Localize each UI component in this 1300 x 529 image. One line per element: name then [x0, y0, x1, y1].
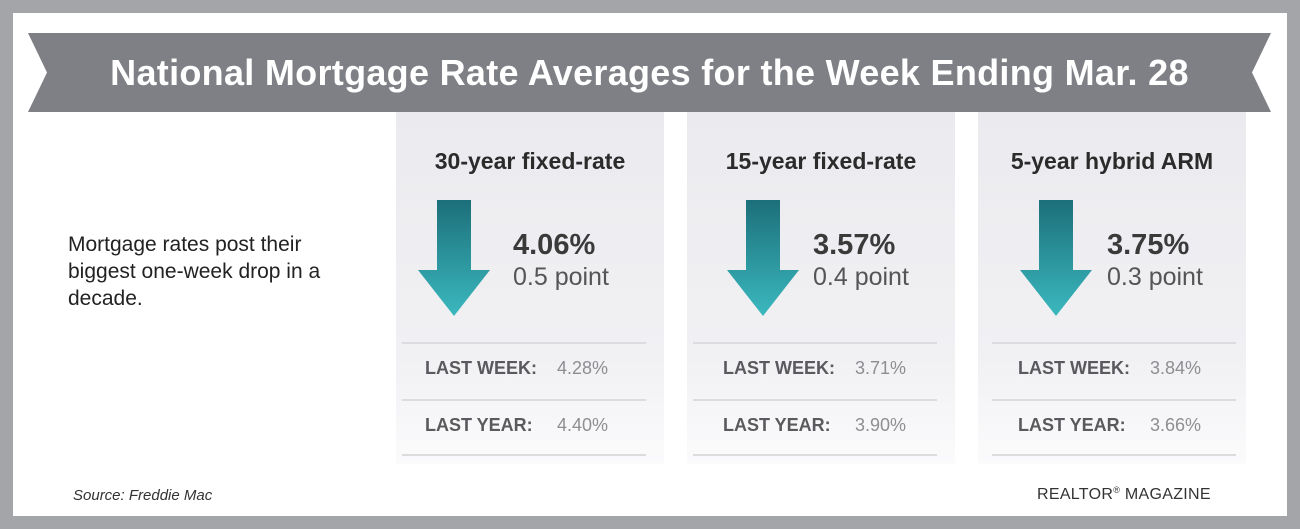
- rate-change: 0.3 point: [1107, 263, 1203, 291]
- brand-name: REALTOR: [1037, 486, 1114, 503]
- current-rate: 3.75%: [1107, 229, 1190, 261]
- panel-heading: 15-year fixed-rate: [725, 148, 917, 174]
- last-year-label: LAST YEAR:: [1018, 415, 1126, 435]
- brand-logo-text: REALTOR® MAGAZINE: [1037, 485, 1211, 504]
- last-week-label: LAST WEEK:: [1018, 358, 1130, 378]
- last-week-label: LAST WEEK:: [723, 358, 835, 378]
- arrow-down-icon: [727, 200, 799, 316]
- last-week-value: 3.71%: [855, 358, 907, 378]
- last-week-value: 3.84%: [1150, 358, 1202, 378]
- rate-panel-15-year: 15-year fixed-rate 3.57% 0.4 point LAST …: [687, 112, 955, 464]
- banner-ribbon-shape: [28, 33, 1271, 112]
- page-title: National Mortgage Rate Averages for the …: [110, 52, 1189, 93]
- last-week-label: LAST WEEK:: [425, 358, 537, 378]
- registered-mark: ®: [1113, 485, 1121, 495]
- current-rate: 3.57%: [813, 229, 896, 261]
- title-banner: National Mortgage Rate Averages for the …: [28, 33, 1271, 112]
- rate-change: 0.4 point: [813, 263, 909, 291]
- last-year-value: 3.66%: [1150, 415, 1202, 435]
- source-credit: Source: Freddie Mac: [73, 487, 213, 504]
- last-week-row: LAST WEEK: 4.28%: [402, 342, 646, 399]
- rate-panel-30-year: 30-year fixed-rate 4.06% 0.5 point LAST …: [396, 112, 664, 464]
- rate-change: 0.5 point: [513, 263, 609, 291]
- last-year-value: 4.40%: [557, 415, 609, 435]
- last-year-row: LAST YEAR: 4.40%: [402, 399, 646, 456]
- brand-suffix: MAGAZINE: [1120, 486, 1211, 503]
- arrow-down-icon: [1020, 200, 1092, 316]
- rate-panel-5-year-arm: 5-year hybrid ARM 3.75% 0.3 point LAST W…: [978, 112, 1246, 464]
- last-week-row: LAST WEEK: 3.84%: [992, 342, 1236, 399]
- intro-text: Mortgage rates post their biggest one-we…: [68, 233, 321, 310]
- panel-heading: 5-year hybrid ARM: [1010, 148, 1214, 174]
- last-year-value: 3.90%: [855, 415, 907, 435]
- last-year-label: LAST YEAR:: [723, 415, 831, 435]
- current-rate: 4.06%: [513, 229, 596, 261]
- panel-heading: 30-year fixed-rate: [434, 148, 626, 174]
- last-week-row: LAST WEEK: 3.71%: [693, 342, 937, 399]
- last-year-label: LAST YEAR:: [425, 415, 533, 435]
- last-week-value: 4.28%: [557, 358, 609, 378]
- last-year-row: LAST YEAR: 3.90%: [693, 399, 937, 456]
- last-year-row: LAST YEAR: 3.66%: [992, 399, 1236, 456]
- arrow-down-icon: [418, 200, 490, 316]
